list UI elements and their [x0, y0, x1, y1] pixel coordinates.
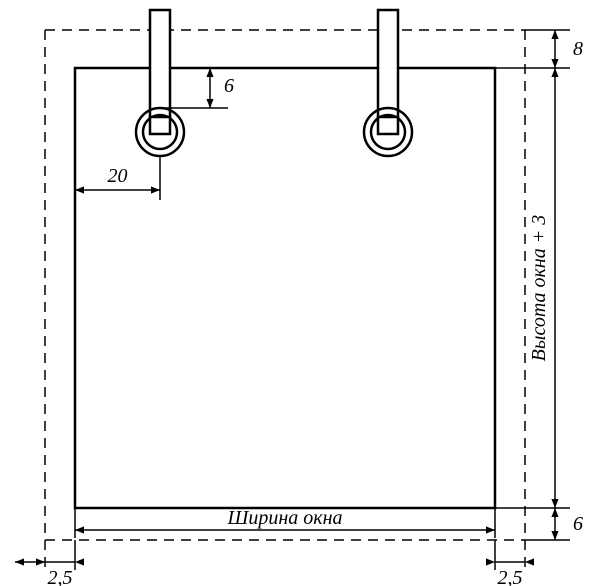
svg-text:6: 6	[573, 513, 583, 535]
curtain-dimension-diagram: 8 Высота окна + 3 6 6 20 Ширина окна 2,5 2,5	[0, 0, 600, 586]
svg-text:Ширина окна: Ширина окна	[226, 507, 342, 529]
svg-text:2,5: 2,5	[498, 567, 523, 586]
svg-text:2,5: 2,5	[48, 567, 73, 586]
svg-text:20: 20	[108, 165, 128, 187]
svg-text:6: 6	[224, 75, 234, 97]
svg-text:Высота окна + 3: Высота окна + 3	[528, 215, 550, 362]
svg-text:8: 8	[573, 38, 583, 60]
